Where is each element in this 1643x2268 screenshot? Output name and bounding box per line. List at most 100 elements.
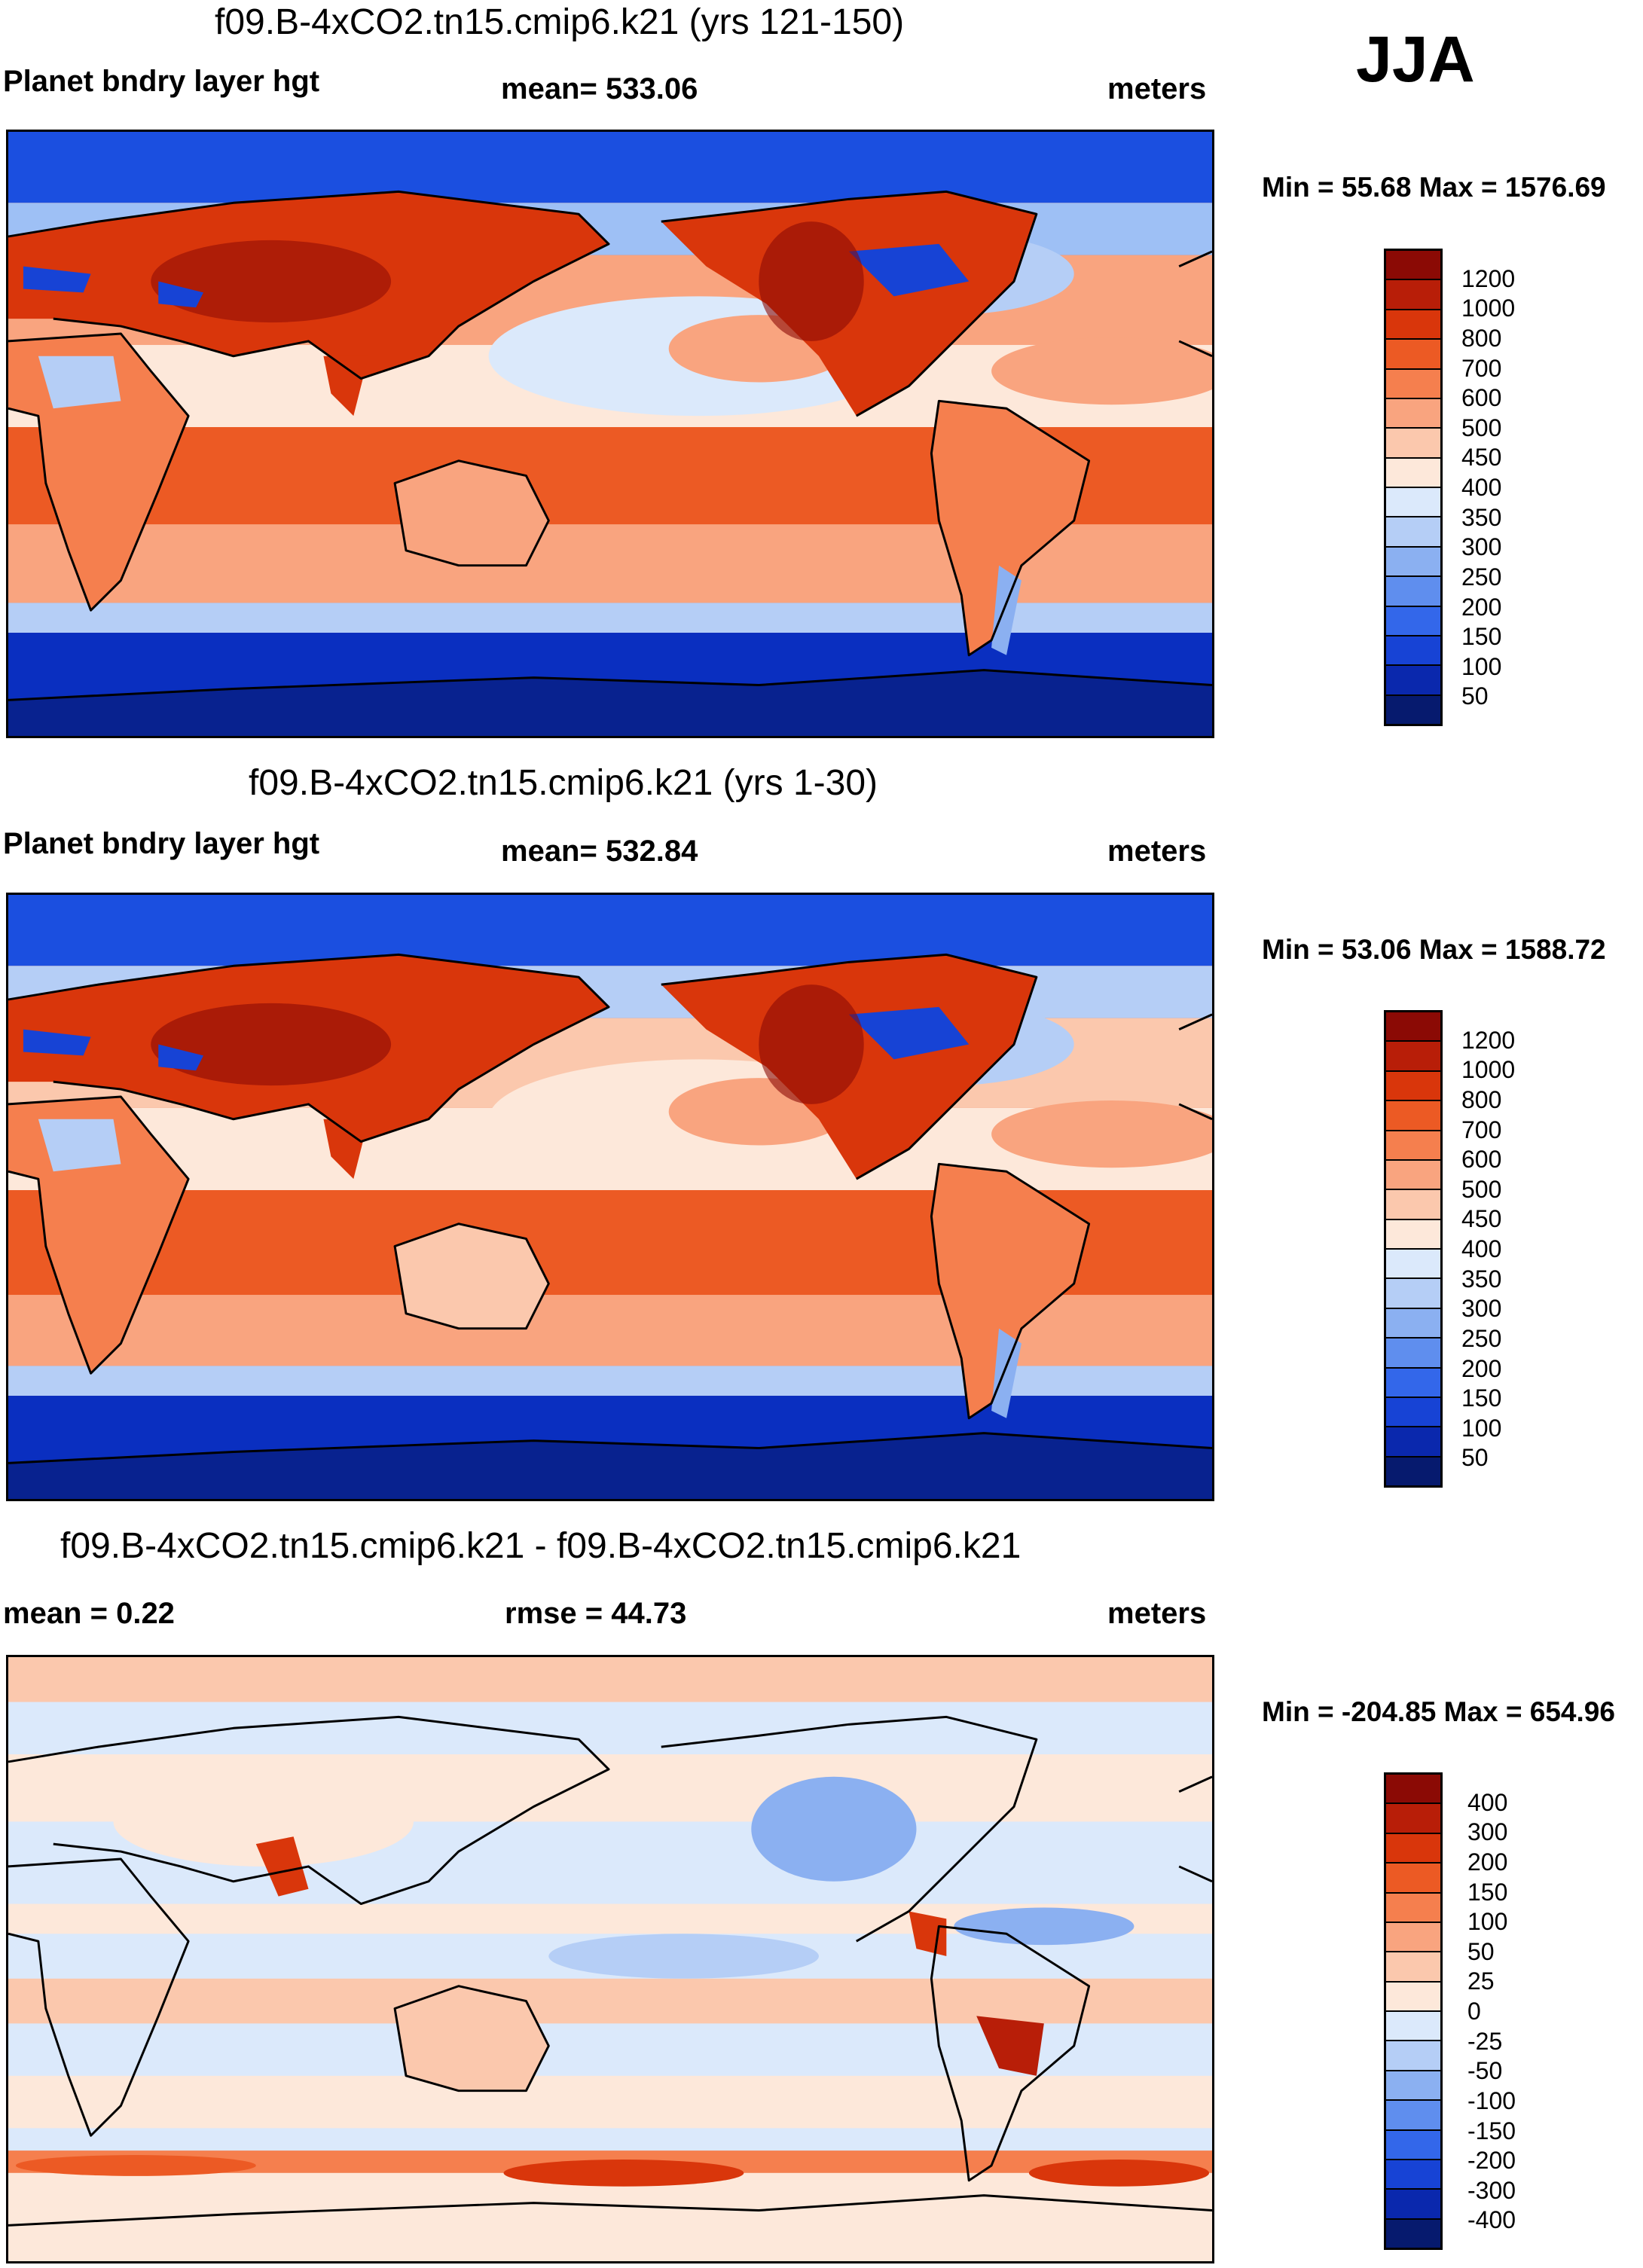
panel-2-colorbar (1384, 1010, 1443, 1488)
colorbar-swatch (1386, 1864, 1440, 1894)
panel-2-map-svg (8, 895, 1212, 1499)
colorbar-swatch (1386, 1042, 1440, 1072)
colorbar-label: 400 (1461, 1235, 1502, 1262)
panel-1-mean-label: mean= 533.06 (501, 72, 698, 105)
season-label: JJA (1356, 23, 1475, 96)
colorbar-label: 50 (1461, 1444, 1489, 1472)
panel-2-variable-label: Planet bndry layer hgt (3, 827, 320, 860)
colorbar-swatch (1386, 1368, 1440, 1398)
colorbar-swatch (1386, 1833, 1440, 1864)
colorbar-label: 500 (1461, 414, 1502, 441)
panel-3-rmse-label: rmse = 44.73 (505, 1597, 687, 1630)
colorbar-label: 50 (1461, 682, 1489, 710)
panel-3-map (6, 1655, 1214, 2263)
panel-1-map-svg (8, 132, 1212, 736)
colorbar-swatch (1386, 251, 1440, 281)
colorbar-label: 800 (1461, 324, 1502, 352)
colorbar-swatch (1386, 1101, 1440, 1131)
panel-1-colorbar (1384, 249, 1443, 726)
colorbar-swatch (1386, 547, 1440, 578)
colorbar-swatch (1386, 1952, 1440, 1983)
colorbar-swatch (1386, 517, 1440, 548)
colorbar-swatch (1386, 1219, 1440, 1250)
colorbar-label: 1000 (1461, 295, 1516, 322)
colorbar-swatch (1386, 2130, 1440, 2160)
colorbar-swatch (1386, 1160, 1440, 1191)
colorbar-swatch (1386, 1190, 1440, 1220)
panel-1-variable-label: Planet bndry layer hgt (3, 65, 320, 98)
colorbar-swatch (1386, 1250, 1440, 1280)
panel-3-mean-label: mean = 0.22 (3, 1597, 175, 1630)
colorbar-swatch (1386, 1071, 1440, 1102)
colorbar-swatch (1386, 1775, 1440, 1805)
colorbar-label: -400 (1467, 2206, 1516, 2234)
colorbar-swatch (1386, 1131, 1440, 1161)
colorbar-label: 450 (1461, 444, 1502, 472)
colorbar-label: 450 (1461, 1205, 1502, 1233)
colorbar-label: 300 (1467, 1818, 1508, 1846)
colorbar-label: 250 (1461, 563, 1502, 591)
colorbar-label: 200 (1467, 1848, 1508, 1876)
colorbar-swatch (1386, 666, 1440, 696)
colorbar-swatch (1386, 1397, 1440, 1428)
colorbar-label: 150 (1461, 1384, 1502, 1412)
colorbar-label: 1200 (1461, 1026, 1516, 1054)
colorbar-label: 1200 (1461, 264, 1516, 292)
colorbar-swatch (1386, 398, 1440, 429)
colorbar-label: 350 (1461, 1265, 1502, 1293)
colorbar-swatch (1386, 1339, 1440, 1369)
colorbar-label: 1000 (1461, 1056, 1516, 1084)
panel-3-map-svg (8, 1657, 1212, 2261)
colorbar-label: -200 (1467, 2147, 1516, 2175)
colorbar-swatch (1386, 280, 1440, 310)
colorbar-label: 0 (1467, 1998, 1481, 2025)
panel-2-map (6, 893, 1214, 1501)
colorbar-label: 700 (1461, 1116, 1502, 1143)
colorbar-label: 50 (1467, 1937, 1495, 1965)
colorbar-label: 100 (1461, 1414, 1502, 1442)
colorbar-swatch (1386, 1308, 1440, 1339)
colorbar-label: 150 (1467, 1878, 1508, 1906)
colorbar-swatch (1386, 2041, 1440, 2071)
panel-2-mean-label: mean= 532.84 (501, 835, 698, 868)
panel-3-minmax: Min = -204.85 Max = 654.96 (1262, 1696, 1615, 1727)
colorbar-swatch (1386, 2190, 1440, 2220)
panel-1-minmax: Min = 55.68 Max = 1576.69 (1262, 172, 1606, 203)
colorbar-swatch (1386, 1427, 1440, 1458)
colorbar-swatch (1386, 1982, 1440, 2012)
colorbar-swatch (1386, 577, 1440, 607)
colorbar-swatch (1386, 2071, 1440, 2102)
colorbar-swatch (1386, 695, 1440, 724)
colorbar-label: -25 (1467, 2027, 1503, 2055)
colorbar-label: 800 (1461, 1085, 1502, 1113)
panel-3-units-label: meters (1107, 1597, 1207, 1630)
panel-3-colorbar (1384, 1772, 1443, 2250)
colorbar-label: 400 (1461, 474, 1502, 501)
southern-ocean-band (8, 603, 1212, 633)
colorbar-label: -100 (1467, 2086, 1516, 2114)
colorbar-label: 400 (1467, 1788, 1508, 1816)
colorbar-swatch (1386, 1922, 1440, 1953)
panel-1-units-label: meters (1107, 72, 1207, 105)
colorbar-swatch (1386, 1279, 1440, 1309)
india-anomaly (255, 1836, 309, 1897)
colorbar-swatch (1386, 1457, 1440, 1485)
panel-3-title: f09.B-4xCO2.tn15.cmip6.k21 - f09.B-4xCO2… (60, 1526, 1022, 1566)
colorbar-swatch (1386, 2160, 1440, 2190)
colorbar-label: -300 (1467, 2176, 1516, 2204)
colorbar-swatch (1386, 310, 1440, 340)
panel-2-minmax: Min = 53.06 Max = 1588.72 (1262, 934, 1606, 965)
panel-1-map (6, 130, 1214, 738)
arctic-band (8, 132, 1212, 203)
colorbar-swatch (1386, 2012, 1440, 2042)
colorbar-label: 300 (1461, 1295, 1502, 1323)
colorbar-label: 150 (1461, 623, 1502, 651)
colorbar-swatch (1386, 1012, 1440, 1042)
colorbar-label: 250 (1461, 1324, 1502, 1352)
colorbar-label: 600 (1461, 384, 1502, 412)
colorbar-label: 100 (1467, 1908, 1508, 1936)
colorbar-swatch (1386, 369, 1440, 399)
colorbar-label: 600 (1461, 1146, 1502, 1174)
colorbar-label: 350 (1461, 503, 1502, 531)
amazon-anomaly (976, 2016, 1044, 2076)
